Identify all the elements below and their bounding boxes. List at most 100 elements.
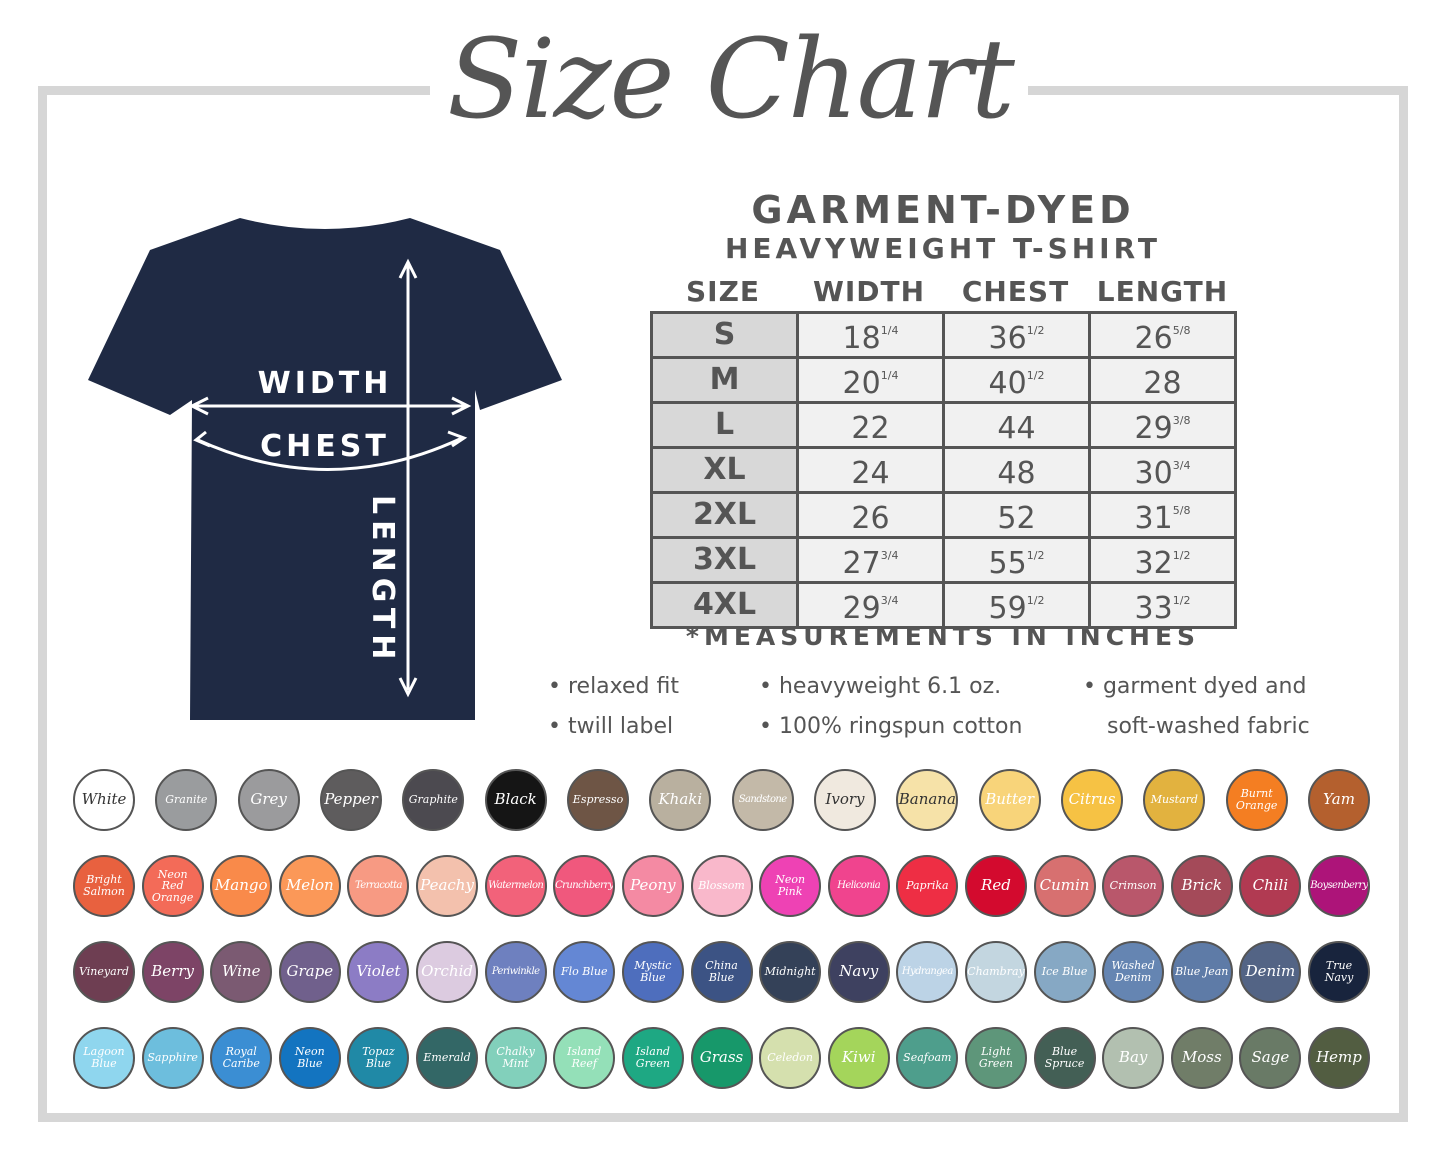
value-whole: 26 xyxy=(851,501,890,536)
length-label: LENGTH xyxy=(365,495,400,665)
color-swatch: Kiwi xyxy=(827,1027,890,1089)
size-cell: 3XL xyxy=(650,536,799,584)
value-fraction: 1/2 xyxy=(1026,369,1045,382)
color-swatch: Red xyxy=(964,855,1027,917)
color-swatch: Denim xyxy=(1239,941,1302,1003)
value-fraction: 1/2 xyxy=(1026,549,1045,562)
value-whole: 28 xyxy=(1143,366,1182,401)
feature: • 100% ringspun cotton xyxy=(759,714,1023,739)
value-fraction: 1/2 xyxy=(1026,594,1045,607)
color-swatch: Peony xyxy=(621,855,684,917)
color-swatch: Graphite xyxy=(402,769,465,831)
chest-arrow xyxy=(197,436,463,471)
header-width: WIDTH xyxy=(812,275,926,308)
color-swatch: Seafoam xyxy=(896,1027,959,1089)
color-swatch: Sage xyxy=(1239,1027,1302,1089)
value-fraction: 5/8 xyxy=(1172,324,1191,337)
color-swatch: China Blue xyxy=(690,941,753,1003)
value-whole: 18 xyxy=(842,321,881,356)
value-whole: 26 xyxy=(1134,321,1173,356)
color-swatch: Neon Blue xyxy=(278,1027,341,1089)
value-whole: 52 xyxy=(997,501,1036,536)
value-whole: 27 xyxy=(842,546,881,581)
color-swatch: Berry xyxy=(141,941,204,1003)
size-cell: L xyxy=(650,401,799,449)
width-cell: 201/4 xyxy=(796,356,945,404)
color-swatch: Granite xyxy=(155,769,218,831)
color-swatch: Light Green xyxy=(964,1027,1027,1089)
color-swatch: Butter xyxy=(978,769,1041,831)
value-whole: 30 xyxy=(1134,456,1173,491)
color-swatch: Mustard xyxy=(1143,769,1206,831)
color-swatch: Ice Blue xyxy=(1033,941,1096,1003)
color-swatch: Paprika xyxy=(896,855,959,917)
color-swatch: Chalky Mint xyxy=(484,1027,547,1089)
product-line-1: GARMENT-DYED xyxy=(751,188,1135,232)
value-whole: 32 xyxy=(1134,546,1173,581)
color-swatch: Vineyard xyxy=(73,941,135,1003)
tshirt-diagram: WIDTH CHEST LENGTH xyxy=(88,218,562,720)
value-whole: 55 xyxy=(988,546,1027,581)
color-swatch: Crimson xyxy=(1102,855,1165,917)
color-swatch: Mango xyxy=(210,855,273,917)
color-swatch: Island Reef xyxy=(553,1027,616,1089)
measurement-note: *MEASUREMENTS IN INCHES xyxy=(685,622,1201,651)
chest-cell: 361/2 xyxy=(942,311,1091,359)
color-swatch: Ivory xyxy=(814,769,876,831)
color-swatch: Flo Blue xyxy=(553,941,616,1003)
value-fraction: 1/2 xyxy=(1172,549,1191,562)
width-cell: 26 xyxy=(796,491,945,539)
value-whole: 24 xyxy=(851,456,890,491)
feature: • heavyweight 6.1 oz. xyxy=(759,674,1002,699)
value-whole: 44 xyxy=(997,411,1036,446)
color-swatch: Periwinkle xyxy=(484,941,547,1003)
value-whole: 59 xyxy=(988,591,1027,626)
color-swatch: Hemp xyxy=(1308,1027,1370,1089)
length-cell: 331/2 xyxy=(1088,581,1237,629)
color-swatch: Burnt Orange xyxy=(1225,769,1288,831)
table-row: 2XL 26 52 315/8 xyxy=(650,491,1237,539)
color-swatch: True Navy xyxy=(1308,941,1370,1003)
color-swatch: Sapphire xyxy=(141,1027,204,1089)
table-row: M 201/4 401/2 28 xyxy=(650,356,1237,404)
value-whole: 29 xyxy=(1134,411,1173,446)
color-swatch: Watermelon xyxy=(484,855,547,917)
color-swatch: Celedon xyxy=(759,1027,822,1089)
value-whole: 48 xyxy=(997,456,1036,491)
color-swatch: Topaz Blue xyxy=(347,1027,410,1089)
value-fraction: 3/4 xyxy=(880,549,899,562)
color-swatch: Khaki xyxy=(649,769,712,831)
color-swatch: Mystic Blue xyxy=(621,941,684,1003)
color-swatch: Cumin xyxy=(1033,855,1096,917)
size-table: S 181/4 361/2 265/8 M 201/4 401/2 28 L 22 44 293/8 X… xyxy=(650,311,1237,629)
product-line-2: HEAVYWEIGHT T-SHIRT xyxy=(725,232,1161,265)
chest-cell: 591/2 xyxy=(942,581,1091,629)
color-swatch: Banana xyxy=(896,769,959,831)
color-swatch: Neon Pink xyxy=(759,855,822,917)
color-swatch: Grass xyxy=(690,1027,753,1089)
color-swatch: Washed Denim xyxy=(1102,941,1165,1003)
table-row: 4XL 293/4 591/2 331/2 xyxy=(650,581,1237,629)
value-whole: 29 xyxy=(842,591,881,626)
header-length: LENGTH xyxy=(1096,275,1229,308)
length-cell: 321/2 xyxy=(1088,536,1237,584)
value-fraction: 3/4 xyxy=(1172,459,1191,472)
color-swatch: Royal Caribe xyxy=(210,1027,273,1089)
color-swatch: Peachy xyxy=(416,855,479,917)
color-swatch: Pepper xyxy=(320,769,382,831)
color-swatch: Citrus xyxy=(1061,769,1123,831)
color-swatch: Hydrangea xyxy=(896,941,959,1003)
color-swatch: Terracotta xyxy=(347,855,410,917)
chest-cell: 44 xyxy=(942,401,1091,449)
size-cell: S xyxy=(650,311,799,359)
color-swatch: Yam xyxy=(1308,769,1370,831)
color-swatch: Violet xyxy=(347,941,410,1003)
color-swatch: Brick xyxy=(1170,855,1233,917)
color-swatch: Bright Salmon xyxy=(73,855,135,917)
chest-cell: 52 xyxy=(942,491,1091,539)
value-fraction: 3/4 xyxy=(880,594,899,607)
color-swatch: Heliconia xyxy=(827,855,890,917)
feature: • garment dyed and xyxy=(1083,674,1307,699)
color-swatch: Bay xyxy=(1102,1027,1165,1089)
color-swatch: Navy xyxy=(827,941,890,1003)
